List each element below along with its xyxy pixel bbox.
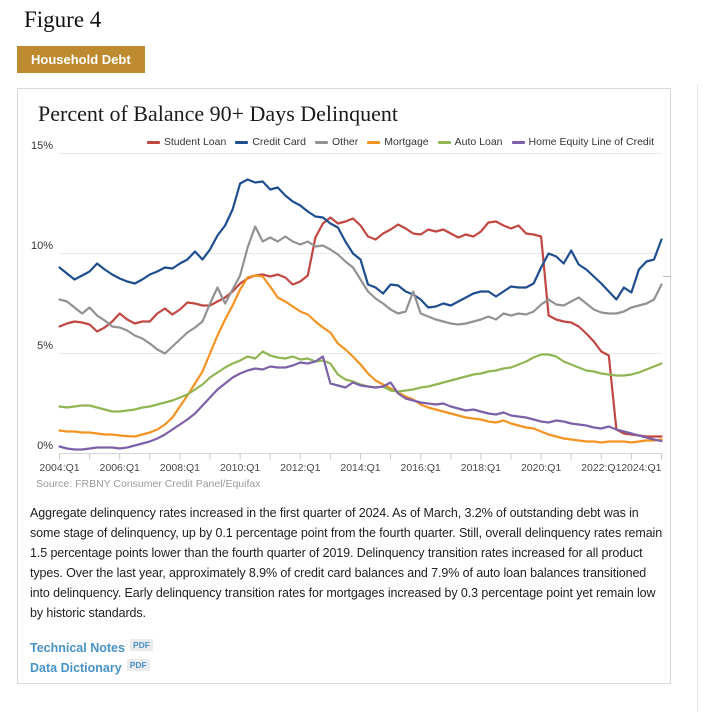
legend-item-auto-loan[interactable]: Auto Loan — [437, 136, 503, 148]
data-dictionary-label[interactable]: Data Dictionary — [30, 661, 122, 675]
pdf-badge[interactable]: PDF — [129, 639, 153, 651]
legend-item-mortgage[interactable]: Mortgage — [367, 136, 429, 148]
x-axis-label-2020:Q1: 2020:Q1 — [520, 462, 562, 474]
chart-legend: Student Loan Credit Card Other Mortgage Auto… — [146, 136, 654, 148]
y-axis-label-15%: 15% — [30, 139, 53, 152]
page-right-rule — [697, 85, 698, 712]
legend-swatch-icon — [235, 140, 249, 144]
legend-item-other[interactable]: Other — [315, 136, 358, 148]
x-axis-label-2012:Q1: 2012:Q1 — [280, 462, 321, 474]
pdf-badge[interactable]: PDF — [126, 659, 150, 671]
legend-label: Mortgage — [384, 136, 429, 148]
x-axis-label-2010:Q1: 2010:Q1 — [219, 462, 261, 474]
chart-title: Percent of Balance 90+ Days Delinquent — [38, 101, 399, 126]
card-border-tick — [663, 276, 671, 277]
y-axis-label-0%: 0% — [37, 439, 53, 452]
series-line-credit-card — [58, 178, 663, 309]
legend-item-student-loan[interactable]: Student Loan — [146, 136, 227, 148]
x-axis-label-2022:Q1: 2022:Q1 — [581, 462, 622, 474]
commentary-text: Aggregate delinquency rates increased in… — [30, 506, 663, 620]
x-axis-label-2008:Q1: 2008:Q1 — [159, 462, 201, 474]
delinquency-line-chart — [58, 153, 663, 460]
source-note: Source: FRBNY Consumer Credit Panel/Equi… — [36, 478, 261, 490]
series-line-mortgage — [58, 274, 663, 444]
legend-item-credit-card[interactable]: Credit Card — [235, 136, 306, 148]
legend-swatch-icon — [437, 140, 451, 144]
technical-notes-link[interactable]: Technical Notes PDF — [30, 639, 153, 655]
tab-household-debt[interactable]: Household Debt — [17, 46, 145, 73]
data-dictionary-link[interactable]: Data Dictionary PDF — [30, 659, 150, 675]
x-axis-label-2014:Q1: 2014:Q1 — [340, 462, 381, 474]
report-card: Percent of Balance 90+ Days Delinquent S… — [17, 88, 671, 684]
legend-label: Other — [332, 136, 359, 148]
legend-swatch-icon — [315, 140, 328, 144]
x-axis-label-2004:Q1: 2004:Q1 — [39, 462, 80, 474]
x-axis-label-2024:Q1: 2024:Q1 — [621, 462, 662, 474]
series-line-student-loan — [58, 216, 663, 438]
legend-label: Student Loan — [163, 136, 227, 148]
y-axis-label-5%: 5% — [37, 339, 53, 352]
legend-label: Auto Loan — [454, 136, 503, 148]
series-line-auto-loan — [58, 350, 663, 413]
y-axis-label-10%: 10% — [30, 239, 53, 252]
series-line-other — [58, 225, 663, 355]
legend-label: Home Equity Line of Credit — [528, 136, 654, 148]
legend-label: Credit Card — [252, 136, 306, 148]
legend-item-home-equity-line-of-credit[interactable]: Home Equity Line of Credit — [511, 136, 654, 148]
x-axis-label-2018:Q1: 2018:Q1 — [460, 462, 502, 474]
legend-swatch-icon — [367, 140, 381, 144]
x-axis-label-2006:Q1: 2006:Q1 — [99, 462, 140, 474]
series-line-home-equity-line-of-credit — [58, 355, 663, 451]
legend-swatch-icon — [511, 140, 525, 144]
technical-notes-label[interactable]: Technical Notes — [30, 641, 125, 655]
legend-swatch-icon — [146, 140, 160, 144]
figure-label: Figure 4 — [24, 7, 102, 32]
x-axis-label-2016:Q1: 2016:Q1 — [400, 462, 441, 474]
